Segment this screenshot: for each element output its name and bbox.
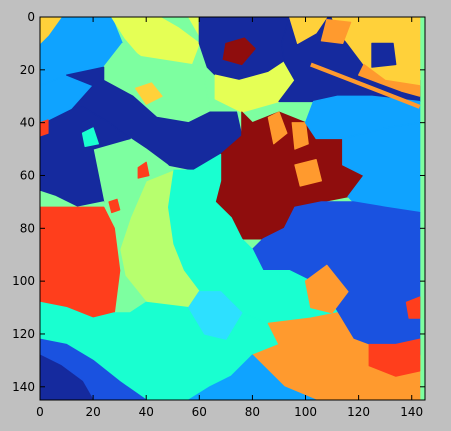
- heatmap-region: [40, 206, 121, 319]
- heatmap-region: [294, 159, 322, 187]
- heatmap-region: [188, 291, 243, 340]
- x-tick-label: 60: [192, 405, 207, 419]
- heatmap-region: [108, 198, 121, 214]
- heatmap-region: [371, 42, 397, 68]
- heatmap-region: [289, 17, 328, 45]
- y-tick-label: 140: [12, 380, 35, 394]
- heatmap-region: [222, 37, 256, 66]
- axes-frame: [39, 16, 426, 401]
- heatmap-region: [405, 296, 421, 319]
- y-tick-label: 100: [12, 274, 35, 288]
- x-tick-label: 100: [294, 405, 317, 419]
- heatmap-region: [135, 82, 163, 105]
- x-tick-label: 40: [139, 405, 154, 419]
- heatmap-region: [81, 127, 100, 147]
- y-tick-label: 0: [27, 10, 35, 24]
- x-tick-label: 120: [347, 405, 370, 419]
- heatmap-region: [188, 354, 317, 400]
- heatmap-region: [40, 354, 94, 400]
- heatmap-region: [40, 17, 62, 45]
- x-tick-label: 0: [36, 405, 44, 419]
- plot-area: [40, 17, 425, 400]
- x-tick-label: 20: [85, 405, 100, 419]
- heatmap-region: [368, 338, 421, 377]
- heatmap-region: [40, 119, 49, 137]
- heatmap-region: [304, 264, 349, 314]
- heatmap-region: [291, 122, 309, 150]
- heatmap-streak: [310, 62, 421, 109]
- heatmap-region: [137, 161, 150, 179]
- heatmap-region: [320, 19, 352, 45]
- heatmap-region: [111, 17, 200, 66]
- x-tick-label: 140: [400, 405, 423, 419]
- x-axis: 0 20 40 60 80 100 120 140: [36, 17, 423, 419]
- heatmap-region: [304, 95, 421, 140]
- x-tick-label: 80: [245, 405, 260, 419]
- y-tick-label: 40: [20, 116, 35, 130]
- y-tick-label: 20: [20, 63, 35, 77]
- y-tick-label: 60: [20, 168, 35, 182]
- heatmap-region: [358, 63, 421, 97]
- y-tick-label: 80: [20, 221, 35, 235]
- heatmap-region: [267, 111, 288, 145]
- y-axis: 0 20 40 60 80 100 120 140: [12, 10, 425, 394]
- y-tick-label: 120: [12, 327, 35, 341]
